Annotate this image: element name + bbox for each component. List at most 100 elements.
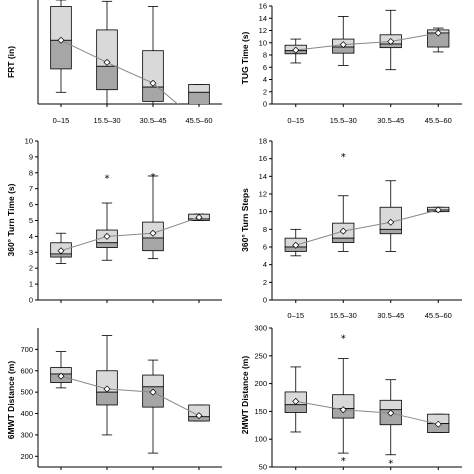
mean-line (60, 39, 179, 104)
y-tick-label: 16 (259, 2, 267, 11)
box-upper-quartile (142, 374, 164, 388)
chart-360turnsteps: 0 2 4 6 8 10 12 14 16 18 0–15 15.5–30 30.5–45 45.5–60… (240, 137, 462, 320)
plot-area (50, 335, 210, 454)
x-tick-label: 0–15 (287, 116, 304, 125)
y-tick-label: 600 (20, 366, 33, 375)
y-tick-label: 300 (20, 430, 33, 439)
box-lower-quartile (284, 404, 307, 413)
x-tick-label: 0–15 (53, 116, 70, 125)
mean-marker (387, 218, 395, 226)
y-tick-label: 150 (254, 407, 267, 416)
box-lower-quartile (50, 39, 72, 70)
mean-marker (292, 397, 300, 405)
y-tick-label: 8 (263, 225, 267, 234)
outlier-marker: * (151, 172, 156, 183)
outlier-marker: * (341, 152, 346, 163)
mean-marker (149, 388, 157, 396)
mean-marker (149, 79, 157, 87)
y-tick-label: 10 (25, 137, 33, 146)
mean-marker (57, 372, 65, 380)
plot-area: * (284, 152, 450, 257)
mean-marker (149, 229, 157, 237)
y-tick-label: 100 (254, 435, 267, 444)
box-lower-quartile (96, 65, 118, 91)
plot-area: * (50, 0, 210, 104)
mean-marker (103, 385, 111, 393)
x-tick-label: 15.5–30 (330, 311, 357, 320)
plot-area: * * * (284, 333, 450, 470)
y-tick-label: 700 (20, 345, 33, 354)
mean-marker (195, 412, 203, 420)
y-tick-label: 8 (263, 51, 267, 60)
mean-marker (292, 46, 300, 54)
y-tick-label: 12 (259, 190, 267, 199)
y-tick-label: 50 (259, 463, 267, 472)
x-tick-label: 45.5–60 (185, 116, 212, 125)
x-tick-label: 45.5–60 (425, 116, 452, 125)
x-tick-label: 15.5–30 (93, 116, 120, 125)
box-lower-quartile (96, 242, 118, 248)
y-tick-label: 6 (263, 63, 267, 72)
box-lower-quartile (332, 237, 355, 243)
mean-marker (339, 406, 347, 414)
y-axis-label: 2MWT Distance (m) (240, 356, 250, 435)
y-tick-label: 12 (259, 26, 267, 35)
y-axis-label: 360° Turn Steps (240, 188, 250, 252)
mean-line (60, 216, 200, 252)
y-tick-label: 0 (263, 296, 267, 305)
chart-frtin: 0–15 15.5–30 30.5–45 45.5–60 FRT (in) * (6, 0, 222, 125)
mean-marker (434, 29, 442, 37)
y-tick-label: 0 (263, 100, 267, 109)
x-tick-label: 45.5–60 (425, 311, 452, 320)
box-upper-quartile (50, 6, 72, 41)
y-tick-label: 16 (259, 154, 267, 163)
y-tick-label: 14 (259, 172, 267, 181)
y-tick-label: 4 (263, 75, 267, 84)
y-tick-label: 8 (29, 168, 33, 177)
y-tick-label: 400 (20, 409, 33, 418)
box-upper-quartile (379, 206, 402, 230)
y-tick-label: 250 (254, 351, 267, 360)
y-tick-label: 200 (20, 452, 33, 461)
y-tick-label: 18 (259, 137, 267, 146)
y-tick-label: 14 (259, 14, 267, 23)
y-axis-label: 360° Turn Time (s) (6, 183, 16, 256)
plot-area (284, 9, 450, 71)
y-tick-label: 2 (29, 264, 33, 273)
box-upper-quartile (188, 84, 210, 93)
y-tick-label: 3 (29, 248, 33, 257)
mean-marker (103, 58, 111, 66)
mean-marker (434, 420, 442, 428)
y-tick-label: 10 (259, 207, 267, 216)
x-tick-label: 15.5–30 (330, 116, 357, 125)
x-tick-label: 30.5–45 (377, 116, 404, 125)
mean-marker (387, 409, 395, 417)
y-tick-label: 2 (263, 87, 267, 96)
box-lower-quartile (50, 253, 72, 258)
mean-marker (195, 213, 203, 221)
mean-marker (57, 247, 65, 255)
chart-6mwtdistancem: 200 300 400 500 600 700 6MWT Distance (m) (6, 328, 222, 470)
y-tick-label: 2 (263, 278, 267, 287)
box-lower-quartile (96, 391, 118, 406)
outlier-marker: * (388, 459, 393, 470)
x-tick-label: 0–15 (287, 311, 304, 320)
y-tick-label: 4 (29, 232, 33, 241)
mean-line (295, 32, 439, 51)
chart-tugtimes: 0 2 4 6 8 10 12 14 16 0–15 15.5–30 30.5–45 45.5–60 TU… (240, 2, 462, 125)
mean-marker (434, 206, 442, 214)
mean-marker (387, 38, 395, 46)
mean-line (295, 400, 439, 425)
y-tick-label: 1 (29, 280, 33, 289)
mean-line (295, 209, 439, 246)
y-axis-label: FRT (in) (6, 46, 16, 78)
y-tick-label: 7 (29, 184, 33, 193)
x-tick-label: 30.5–45 (139, 116, 166, 125)
box-lower-quartile (188, 91, 210, 104)
mean-line (60, 375, 200, 417)
y-axis-label: TUG Time (s) (240, 31, 250, 84)
box-lower-quartile (142, 86, 164, 102)
box-lower-quartile (379, 228, 402, 235)
